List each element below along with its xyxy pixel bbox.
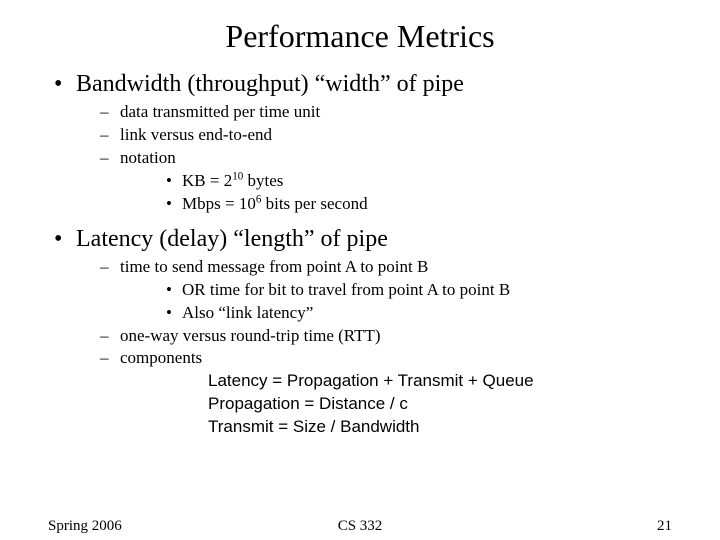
content-list: Bandwidth (throughput) “width” of pipe d…: [48, 69, 672, 439]
latency-sublist: time to send message from point A to poi…: [76, 256, 672, 440]
eq-propagation: Propagation = Distance / c: [208, 393, 672, 416]
lat-sub-1b: Also “link latency”: [120, 302, 672, 325]
equations: Latency = Propagation + Transmit + Queue…: [208, 370, 672, 439]
kb-post: bytes: [243, 171, 283, 190]
bw-sub-3: notation KB = 210 bytes Mbps = 106 bits …: [76, 147, 672, 216]
slide: Performance Metrics Bandwidth (throughpu…: [0, 0, 720, 540]
mbps-post: bits per second: [261, 194, 367, 213]
bw-sub-1: data transmitted per time unit: [76, 101, 672, 124]
footer-center: CS 332: [48, 518, 672, 535]
bullet-latency: Latency (delay) “length” of pipe time to…: [48, 224, 672, 440]
bullet-bandwidth-text: Bandwidth (throughput) “width” of pipe: [76, 71, 464, 97]
eq-latency: Latency = Propagation + Transmit + Queue: [208, 370, 672, 393]
bullet-latency-text: Latency (delay) “length” of pipe: [76, 226, 388, 252]
lat-sub-1-text: time to send message from point A to poi…: [120, 257, 428, 276]
footer-page-number: 21: [657, 518, 672, 535]
slide-title: Performance Metrics: [48, 18, 672, 55]
lat-sub-3: components Latency = Propagation + Trans…: [76, 347, 672, 439]
notation-mbps: Mbps = 106 bits per second: [120, 193, 672, 216]
lat-sub-2: one-way versus round-trip time (RTT): [76, 325, 672, 348]
notation-kb: KB = 210 bytes: [120, 170, 672, 193]
lat-sub-1-list: OR time for bit to travel from point A t…: [120, 279, 672, 325]
mbps-pre: Mbps = 10: [182, 194, 256, 213]
kb-pre: KB = 2: [182, 171, 232, 190]
lat-sub-1a: OR time for bit to travel from point A t…: [120, 279, 672, 302]
bw-sub-3-text: notation: [120, 148, 176, 167]
bullet-bandwidth: Bandwidth (throughput) “width” of pipe d…: [48, 69, 672, 216]
notation-list: KB = 210 bytes Mbps = 106 bits per secon…: [120, 170, 672, 216]
lat-sub-1: time to send message from point A to poi…: [76, 256, 672, 325]
kb-sup: 10: [232, 170, 243, 182]
bw-sub-2: link versus end-to-end: [76, 124, 672, 147]
eq-transmit: Transmit = Size / Bandwidth: [208, 416, 672, 439]
lat-sub-3-text: components: [120, 348, 202, 367]
bandwidth-sublist: data transmitted per time unit link vers…: [76, 101, 672, 216]
